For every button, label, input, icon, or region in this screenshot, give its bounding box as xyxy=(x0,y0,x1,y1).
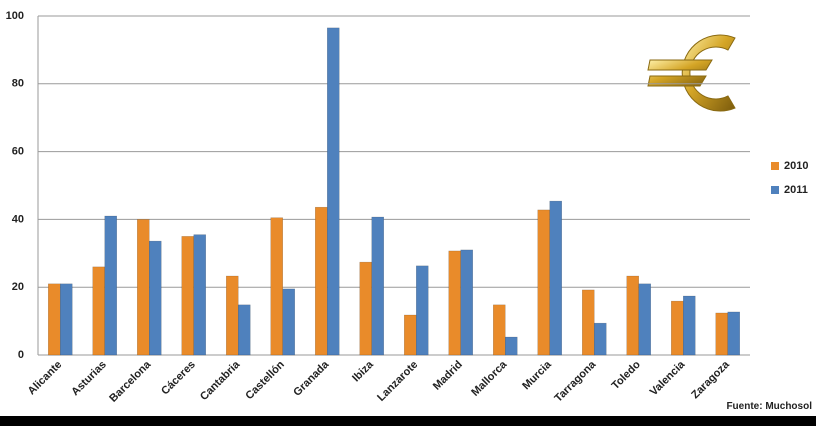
bar xyxy=(270,217,283,356)
x-tick-label: Tarragona xyxy=(552,358,599,405)
bar xyxy=(671,300,684,356)
x-tick-label: Murcia xyxy=(520,358,554,392)
bar xyxy=(404,314,417,356)
y-tick-label: 60 xyxy=(12,146,24,158)
x-tick-label: Madrid xyxy=(431,359,465,393)
bar xyxy=(226,275,239,356)
y-tick-label: 40 xyxy=(12,213,24,225)
bar xyxy=(638,283,651,356)
bar xyxy=(626,275,639,356)
bar xyxy=(493,304,506,356)
euro-icon xyxy=(647,34,736,112)
y-tick-label: 0 xyxy=(18,349,24,361)
bottom-bar xyxy=(0,416,816,426)
x-tick-label: Castellón xyxy=(243,358,287,402)
bar xyxy=(549,200,562,356)
bar xyxy=(104,215,117,356)
bar xyxy=(282,288,295,356)
bar xyxy=(137,219,150,356)
bar xyxy=(727,311,740,356)
bar xyxy=(683,295,696,356)
legend-label: 2010 xyxy=(784,160,808,172)
x-tick-label: Lanzarote xyxy=(375,359,420,404)
bar xyxy=(193,234,206,356)
bar xyxy=(460,249,473,356)
bar xyxy=(582,289,595,356)
bar xyxy=(48,283,61,356)
bar xyxy=(416,265,429,356)
x-tick-label: Barcelona xyxy=(107,358,154,405)
x-tick-label: Cantabria xyxy=(198,358,243,403)
bar xyxy=(149,240,162,356)
source-note: Fuente: Muchosol xyxy=(726,401,812,412)
legend-swatch xyxy=(771,186,779,194)
x-tick-label: Mallorca xyxy=(469,358,510,399)
bar xyxy=(537,209,550,356)
bar xyxy=(505,336,518,356)
y-tick-label: 100 xyxy=(6,10,24,22)
y-tick-label: 80 xyxy=(12,78,24,90)
x-tick-label: Toledo xyxy=(609,358,643,392)
bar xyxy=(92,266,105,356)
x-tick-label: Ibiza xyxy=(350,358,376,384)
x-tick-label: Asturias xyxy=(69,359,109,399)
legend-swatch xyxy=(771,162,779,170)
bar xyxy=(60,283,73,356)
x-tick-label: Alicante xyxy=(26,359,65,398)
y-tick-label: 20 xyxy=(12,281,24,293)
x-tick-label: Cáceres xyxy=(159,359,198,398)
bar xyxy=(327,27,340,356)
bar xyxy=(594,322,607,356)
bar xyxy=(315,206,328,356)
bar xyxy=(715,312,728,356)
bar xyxy=(238,304,251,356)
bar xyxy=(371,216,384,356)
x-tick-label: Granada xyxy=(291,358,332,399)
x-tick-label: Zaragoza xyxy=(689,358,732,401)
bar xyxy=(359,261,372,356)
x-tick-label: Valencia xyxy=(648,358,688,398)
legend-label: 2011 xyxy=(784,184,808,196)
bar xyxy=(448,250,461,356)
bar xyxy=(181,236,194,356)
